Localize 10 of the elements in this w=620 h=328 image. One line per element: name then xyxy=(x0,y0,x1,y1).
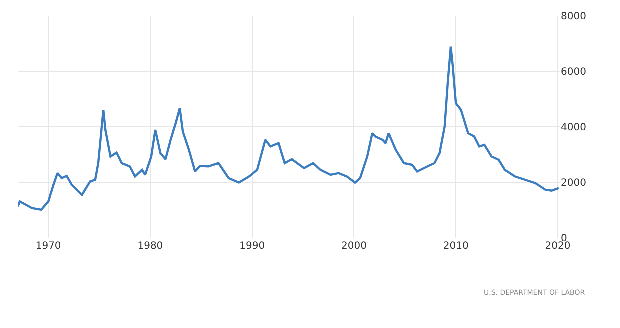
x-tick-label: 1970 xyxy=(36,241,62,252)
x-tick-label: 2000 xyxy=(341,241,367,252)
y-tick-label: 4000 xyxy=(561,122,586,134)
y-tick-label: 6000 xyxy=(561,67,586,78)
x-tick-label: 2010 xyxy=(443,241,469,252)
x-tick-label: 1980 xyxy=(138,241,164,252)
y-tick-label: 8000 xyxy=(561,12,586,22)
line-series xyxy=(18,46,560,212)
x-tick-label: 1990 xyxy=(240,241,266,252)
y-tick-label: 2000 xyxy=(561,178,586,189)
